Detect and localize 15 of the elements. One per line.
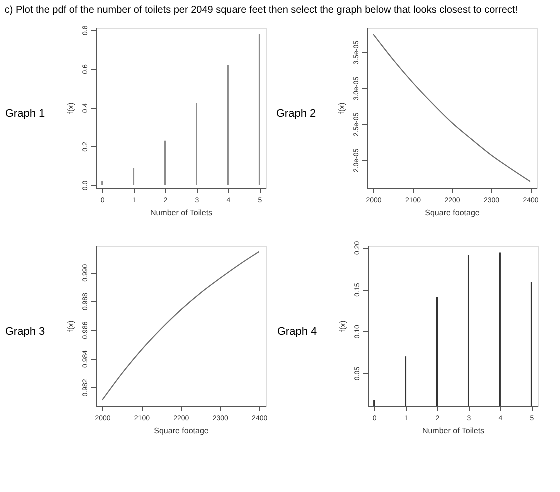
x-axis-title: Number of Toilets <box>422 426 485 436</box>
y-axis-title: f(x) <box>66 102 76 114</box>
line-series <box>372 34 532 182</box>
x-axis-title: Number of Toilets <box>150 208 213 218</box>
y-axis-title: f(x) <box>338 320 348 332</box>
x-axis-title: Square footage <box>425 208 480 218</box>
y-axis-title: f(x) <box>66 320 76 332</box>
text: Graph 2 <box>276 108 316 120</box>
line-series <box>102 251 260 401</box>
text: c) Plot the pdf of the number of toilets per 2049 square feet then select the graph below that looks closest to correct! <box>4 4 518 16</box>
text: Graph 4 <box>277 326 318 338</box>
y-axis-title: f(x) <box>338 102 346 114</box>
text: Graph 1 <box>5 108 46 120</box>
x-axis-title: Square footage <box>154 426 210 436</box>
text: Graph 3 <box>5 326 46 338</box>
